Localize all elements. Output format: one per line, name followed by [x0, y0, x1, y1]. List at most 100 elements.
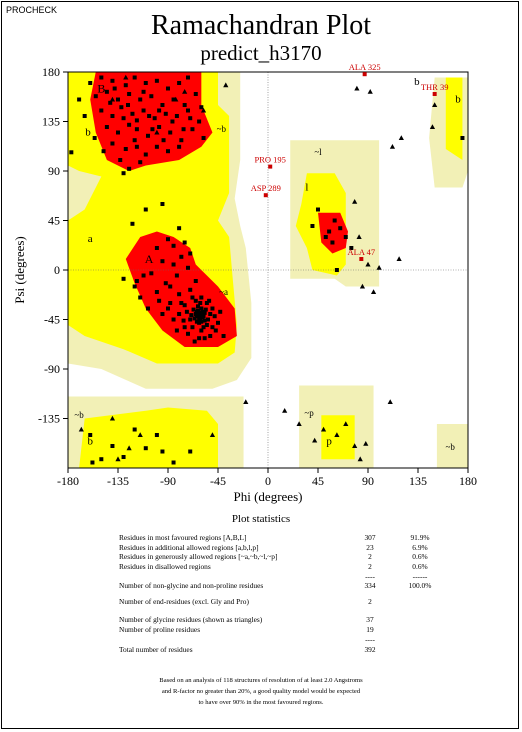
residue-point	[141, 108, 146, 113]
residue-point	[88, 81, 93, 85]
region-label: ~b	[446, 442, 456, 452]
residue-point	[200, 315, 205, 320]
y-axis-label: Psi (degrees)	[12, 236, 27, 304]
residue-point	[123, 147, 128, 151]
residue-point	[327, 229, 332, 234]
residue-point	[332, 218, 337, 223]
residue-point	[171, 97, 176, 102]
residue-point	[202, 310, 207, 315]
residue-point	[191, 307, 196, 312]
residue-point	[160, 103, 165, 107]
residue-point	[150, 127, 155, 132]
residue-point	[166, 86, 170, 91]
residue-point	[141, 273, 146, 278]
residue-point	[460, 136, 465, 140]
residue-point	[143, 446, 148, 451]
stats-footnote: Based on an analysis of 118 structures o…	[0, 675, 522, 708]
residue-point	[192, 316, 197, 321]
residue-point	[181, 127, 186, 132]
residue-point	[199, 306, 204, 311]
glycine-point	[78, 426, 84, 432]
region-label: b	[455, 93, 461, 105]
stats-row-percent: 0.6%	[412, 561, 428, 571]
stats-row-label: Residues in additional allowed regions […	[119, 542, 259, 552]
residue-point	[198, 313, 203, 318]
residue-point	[190, 325, 195, 330]
stats-row-count: 392	[364, 645, 376, 654]
x-tick-label: 0	[265, 474, 271, 488]
residue-point	[199, 319, 204, 324]
residue-point	[174, 114, 179, 118]
residue-point	[119, 105, 124, 110]
residue-point	[93, 94, 98, 99]
residue-point	[197, 119, 202, 124]
residue-point	[210, 306, 215, 311]
x-tick-label: 90	[362, 474, 374, 488]
residue-point	[349, 246, 354, 250]
stats-row-count: 23	[366, 542, 374, 552]
residue-point	[127, 166, 132, 171]
glycine-point	[389, 144, 396, 149]
residue-point	[193, 298, 198, 303]
x-tick-label: 135	[409, 474, 427, 488]
outlier-point	[268, 164, 273, 169]
glycine-point	[354, 85, 360, 91]
residue-point	[154, 144, 159, 149]
most-favoured-region-beta	[90, 72, 213, 171]
residue-point	[179, 254, 184, 259]
stats-row-label: Total number of residues	[119, 645, 193, 654]
residue-point	[82, 114, 87, 118]
region-label: ~a	[219, 287, 228, 297]
stats-row-label: Number of glycine residues (shown as tri…	[119, 615, 263, 624]
footnote-line: Based on an analysis of 118 structures o…	[159, 677, 363, 684]
residue-point	[110, 141, 115, 146]
residue-point	[310, 224, 315, 228]
residue-point	[188, 449, 193, 454]
stats-row-label: Residues in most favoured regions [A,B,L…	[119, 533, 247, 542]
glycine-point	[352, 443, 358, 448]
stats-row-label: Residues in disallowed regions	[119, 561, 211, 571]
glycine-point	[312, 437, 318, 443]
residue-point	[152, 116, 157, 121]
residue-point	[141, 89, 146, 94]
x-tick-label: 180	[459, 474, 477, 488]
residue-point	[110, 444, 115, 448]
residue-point	[190, 295, 195, 300]
ramachandran-plot: -180 -135 -90 -45 0 45 90 135 180 180 135 90 45 0 -45 -…	[12, 62, 477, 504]
stats-title: Plot statistics	[231, 513, 291, 525]
residue-point	[334, 268, 339, 272]
residue-point	[132, 138, 137, 143]
glycine-point	[357, 456, 363, 462]
residue-point	[196, 304, 200, 309]
region-label: p	[326, 436, 332, 448]
residue-point	[134, 118, 139, 123]
residue-point	[182, 103, 187, 107]
residue-point	[170, 119, 175, 124]
residue-point	[121, 171, 126, 176]
residue-point	[189, 313, 194, 318]
residue-point	[160, 259, 165, 264]
residue-point	[177, 312, 182, 316]
residue-point	[104, 89, 109, 94]
glycine-point	[387, 399, 393, 404]
outlier-point	[362, 72, 367, 77]
axes: -180 -135 -90 -45 0 45 90 135 180 180 135 90 45 0 -45 -…	[38, 65, 477, 488]
region-label: B	[97, 82, 105, 96]
region-labels: Bb ~b b b ~l l a A ~a ~b b ~p p ~b	[74, 76, 461, 452]
residue-point	[207, 298, 212, 303]
residue-point	[163, 111, 168, 116]
residue-point	[92, 136, 97, 140]
stats-row-percent: 100.0%	[408, 581, 432, 590]
stats-row-label: Number of end-residues (excl. Gly and Pr…	[119, 597, 249, 606]
glycine-point	[432, 102, 438, 107]
residue-point	[157, 298, 162, 303]
residue-point	[154, 290, 159, 294]
residue-point	[206, 317, 210, 322]
residue-point	[146, 306, 150, 311]
residue-point	[202, 318, 207, 323]
region-label: l	[305, 181, 308, 193]
residue-point	[186, 265, 190, 270]
residue-point	[204, 323, 209, 327]
stats-row-label: Number of proline residues	[119, 625, 201, 634]
